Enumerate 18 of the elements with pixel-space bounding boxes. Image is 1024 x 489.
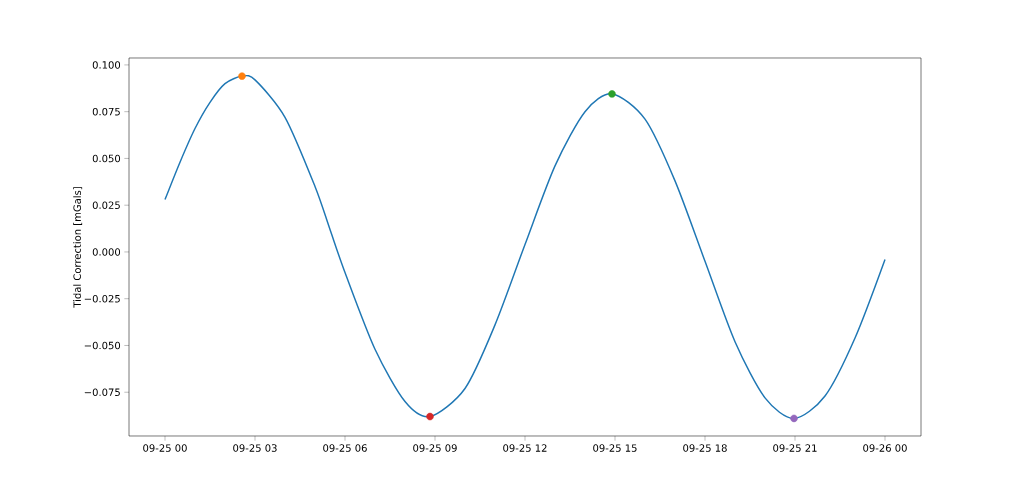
y-tick-label: 0.050 [92,154,121,163]
x-tick-label: 09-26 00 [863,444,907,452]
x-tick-label: 09-25 00 [143,444,187,452]
y-tick-label: 0.025 [92,201,120,209]
y-tick-label: −0.025 [84,294,120,303]
y-tick-label: −0.050 [84,341,121,350]
y-tick-label: 0.075 [92,107,120,116]
y-tick-label: 0.100 [92,61,121,69]
x-tick-label: 09-25 12 [503,444,547,452]
x-tick-label: 09-25 21 [773,444,817,452]
y-tick-label: −0.075 [84,388,120,397]
x-tick-label: 09-25 09 [413,444,457,452]
x-tick-label: 09-25 06 [323,444,367,452]
x-tick-label: 09-25 18 [683,444,727,452]
y-axis-title: Tidal Correction [mGals] [73,187,83,308]
y-tick-label: 0.000 [92,248,121,256]
x-tick-label: 09-25 15 [593,444,637,452]
x-tick-label: 09-25 03 [233,444,277,452]
